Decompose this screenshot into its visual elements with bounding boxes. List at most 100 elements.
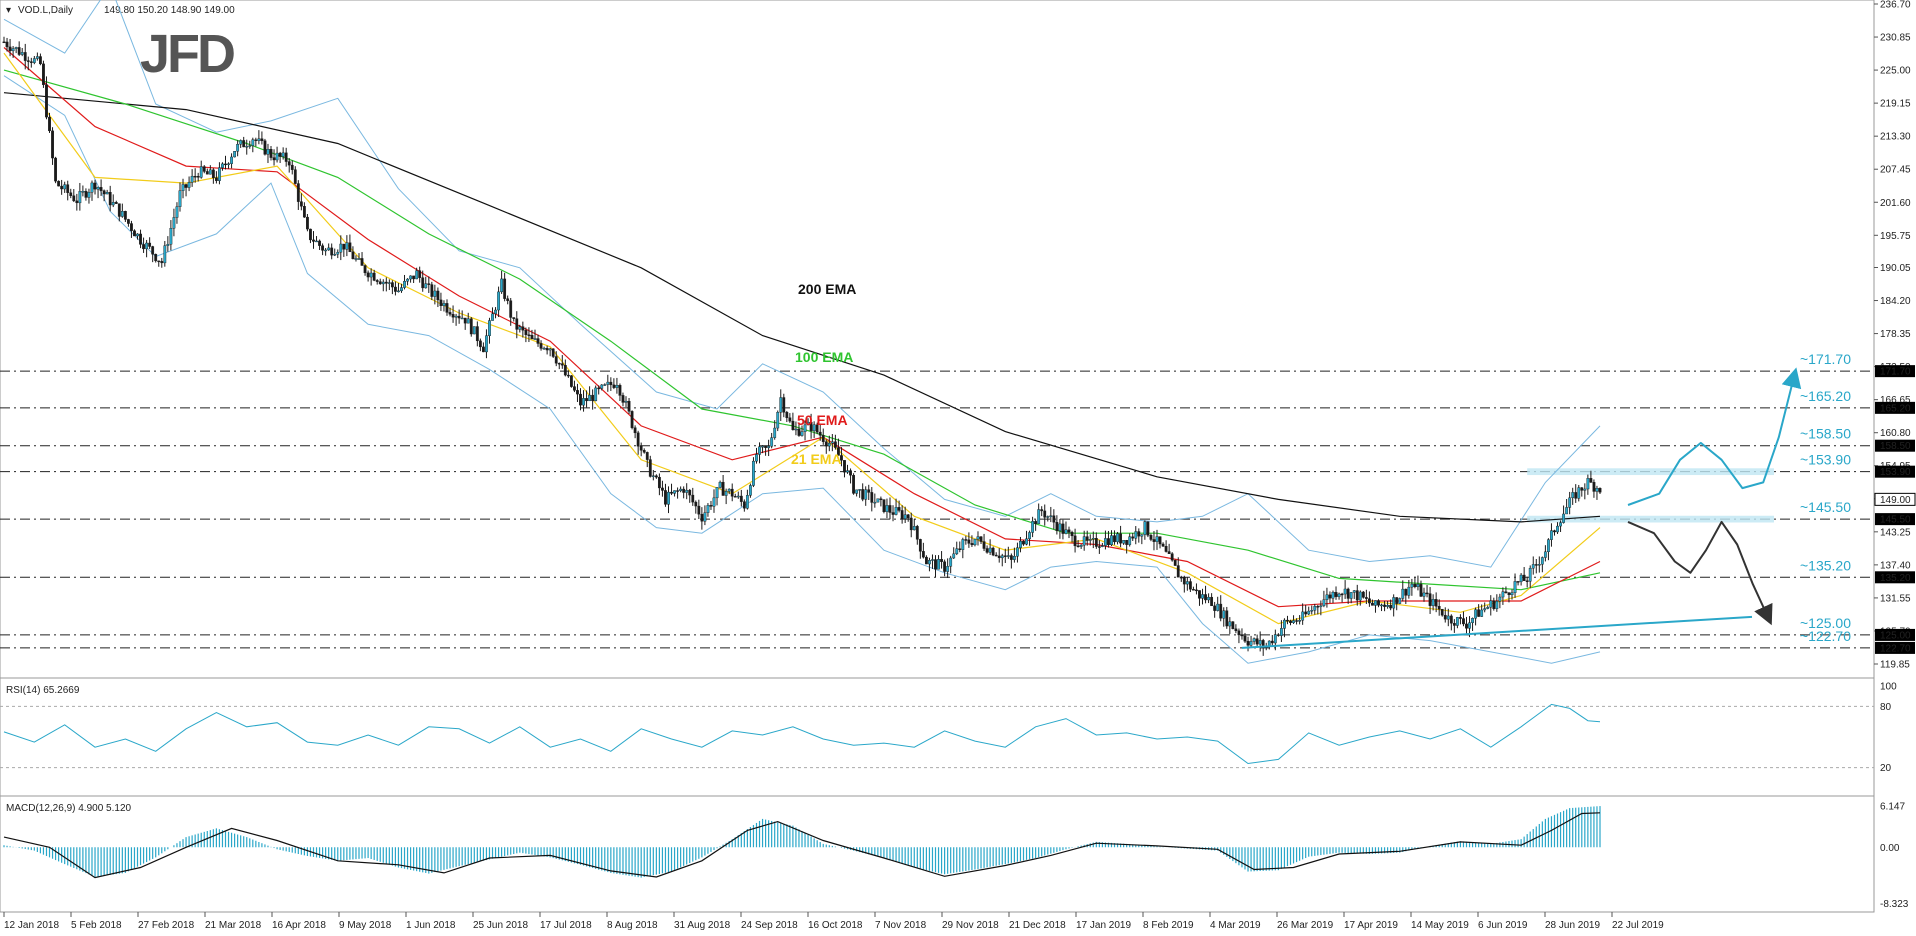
candle-body (272, 157, 276, 161)
candle-body (178, 190, 182, 207)
candle-body (582, 398, 585, 406)
candle-body (970, 543, 974, 546)
candle-body (1468, 622, 1471, 629)
date-label: 22 Jul 2019 (1612, 920, 1664, 931)
candle-body (630, 411, 634, 428)
level-tag-text: 135.20 (1880, 573, 1911, 584)
candle-body (876, 498, 880, 503)
candle-body (542, 347, 546, 350)
candle-body (770, 437, 774, 447)
candle-body (63, 184, 67, 190)
level-label: ~145.50 (1800, 499, 1851, 515)
candle-body (214, 177, 218, 181)
candle-body (2, 41, 6, 44)
candle-body (1501, 591, 1505, 598)
candle-body (87, 192, 91, 198)
candle-body (1283, 619, 1286, 629)
candle-body (96, 187, 100, 190)
candle-body (1204, 594, 1207, 601)
candle-body (1037, 509, 1041, 524)
chart-dropdown-icon[interactable]: ▾ (6, 5, 11, 16)
candle-body (375, 280, 379, 282)
candle-body (151, 246, 155, 255)
date-label: 25 Jun 2018 (473, 920, 528, 931)
candle-body (302, 206, 306, 218)
candle-body (500, 278, 504, 293)
candle-body (821, 435, 825, 442)
candle-body (354, 258, 358, 260)
candle-body (721, 481, 725, 496)
candle-body (1131, 536, 1135, 539)
candle-body (1346, 588, 1350, 599)
candle-body (521, 326, 525, 331)
candle-body (921, 551, 925, 558)
candle-body (275, 152, 279, 161)
candle-body (940, 559, 943, 562)
level-tag-text: 171.70 (1880, 367, 1911, 378)
candle-body (1064, 529, 1068, 534)
candle-body (154, 253, 158, 262)
candle-body (752, 460, 755, 486)
candle-body (1100, 545, 1104, 547)
candle-body (776, 412, 780, 429)
candle-body (833, 441, 837, 448)
candle-body (536, 338, 540, 344)
candle-body (190, 175, 194, 183)
candle-body (278, 152, 282, 157)
candle-body (1462, 618, 1465, 625)
candle-body (233, 151, 237, 158)
candle-body (1289, 620, 1292, 623)
candle-body (909, 517, 913, 531)
candle-body (1562, 513, 1565, 523)
candle-body (1067, 529, 1071, 533)
candle-body (964, 539, 968, 541)
candle-body (1161, 543, 1165, 547)
candle-body (639, 446, 643, 451)
candle-body (557, 362, 561, 365)
candle-body (202, 166, 206, 172)
candle-body (1531, 564, 1535, 569)
candle-body (160, 261, 164, 264)
candle-body (1361, 591, 1365, 598)
candle-body (624, 400, 628, 403)
level-tag-text: 122.70 (1880, 643, 1911, 654)
candle-body (1003, 555, 1007, 557)
candle-body (955, 548, 959, 555)
candle-body (1304, 611, 1308, 615)
candle-body (1486, 607, 1490, 609)
candle-body (260, 138, 264, 141)
candle-body (1061, 523, 1065, 534)
candle-body (1559, 522, 1562, 527)
jfd-logo: JFD (140, 24, 234, 84)
candle-body (1149, 535, 1153, 540)
current-price-text: 149.00 (1880, 495, 1911, 506)
candle-body (351, 251, 355, 260)
candle-body (788, 417, 792, 422)
candle-body (1452, 623, 1456, 626)
candle-body (1492, 600, 1496, 609)
macd-tick-label: 0.00 (1880, 843, 1900, 854)
candle-body (1301, 611, 1305, 621)
candle-body (791, 420, 795, 430)
candle-body (1088, 539, 1092, 541)
candle-body (1280, 628, 1283, 636)
candle-body (1455, 617, 1459, 626)
candle-body (512, 317, 516, 319)
candle-body (1322, 599, 1326, 606)
candle-body (688, 489, 692, 496)
level-tag-text: 145.50 (1880, 515, 1911, 526)
price-axis: 236.70 230.85 225.00 219.15 213.30 207.45 201.… (1874, 0, 1911, 671)
candle-body (403, 281, 406, 288)
candle-body (1519, 574, 1523, 583)
candle-body (691, 494, 695, 503)
candle-body (1543, 551, 1547, 558)
candle-body (1097, 546, 1101, 548)
candle-body (460, 317, 464, 320)
level-tag (1875, 513, 1915, 526)
candle-body (1589, 478, 1593, 483)
candle-body (727, 488, 731, 492)
candle-body (84, 191, 88, 198)
candle-body (75, 200, 79, 204)
main-series (2, 0, 1753, 664)
